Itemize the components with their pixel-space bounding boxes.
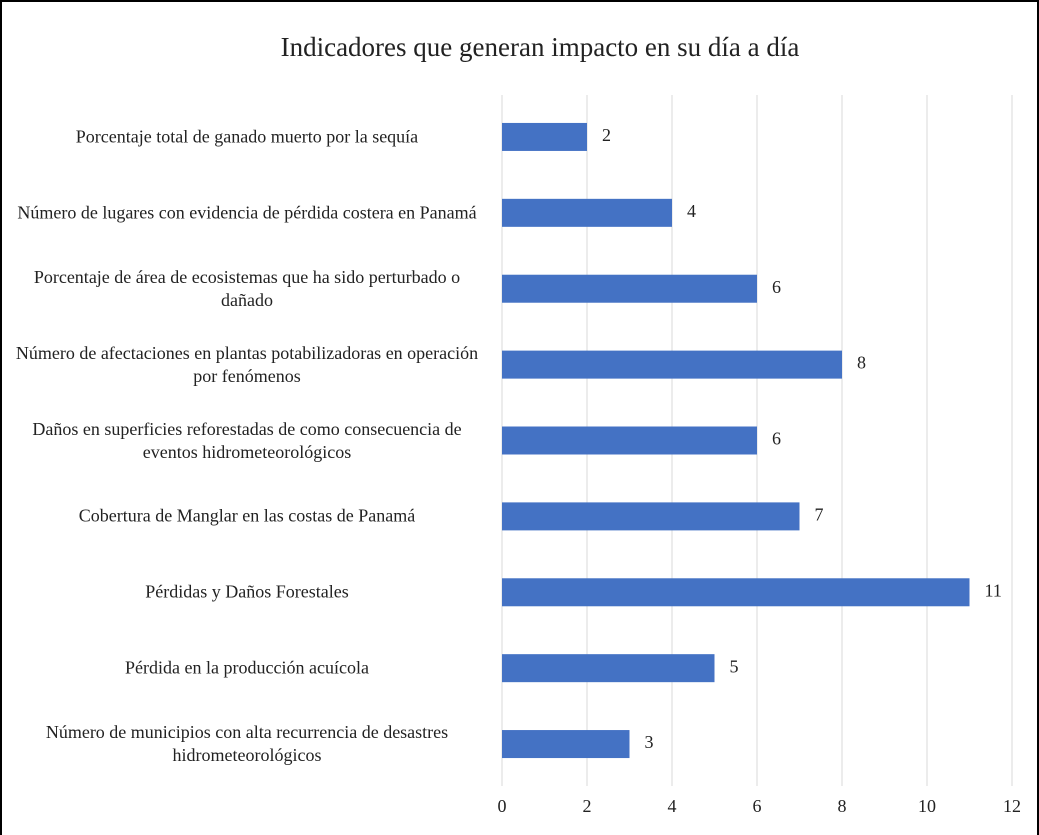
y-tick-label: Cobertura de Manglar en las costas de Pa… [78, 505, 416, 526]
bar [502, 122, 587, 151]
y-tick-label: Porcentaje total de ganado muerto por la… [75, 126, 419, 147]
x-tick-label: 12 [1003, 796, 1021, 816]
y-tick-label: Porcentaje de área de ecosistemas que ha… [33, 266, 461, 310]
y-tick-label: Número de lugares con evidencia de pérdi… [17, 202, 477, 223]
data-label: 4 [687, 201, 696, 221]
x-tick-label: 2 [583, 796, 592, 816]
bar [502, 198, 672, 227]
y-tick-label: Número de afectaciones en plantas potabi… [15, 342, 479, 386]
bar [502, 502, 800, 531]
bar [502, 654, 715, 683]
bar [502, 350, 842, 379]
data-label: 2 [602, 125, 611, 145]
y-tick-label: Pérdidas y Daños Forestales [145, 581, 349, 602]
x-tick-label: 6 [753, 796, 762, 816]
bar [502, 578, 970, 607]
data-label: 3 [645, 732, 654, 752]
y-tick-label: Daños en superficies reforestadas de com… [32, 418, 462, 462]
data-label: 7 [815, 505, 824, 525]
data-label: 5 [730, 656, 739, 676]
data-label: 11 [985, 580, 1002, 600]
data-label: 8 [857, 353, 866, 373]
data-label: 6 [772, 429, 781, 449]
x-tick-label: 4 [668, 796, 677, 816]
x-tick-label: 0 [498, 796, 507, 816]
y-tick-label: Pérdida en la producción acuícola [125, 657, 369, 678]
x-tick-label: 8 [838, 796, 847, 816]
bar [502, 274, 757, 303]
bar [502, 730, 630, 759]
y-tick-label: Número de municipios con alta recurrenci… [45, 722, 449, 766]
data-label: 6 [772, 277, 781, 297]
chart-title: Indicadores que generan impacto en su dí… [281, 32, 800, 62]
bar [502, 426, 757, 455]
x-tick-label: 10 [918, 796, 936, 816]
